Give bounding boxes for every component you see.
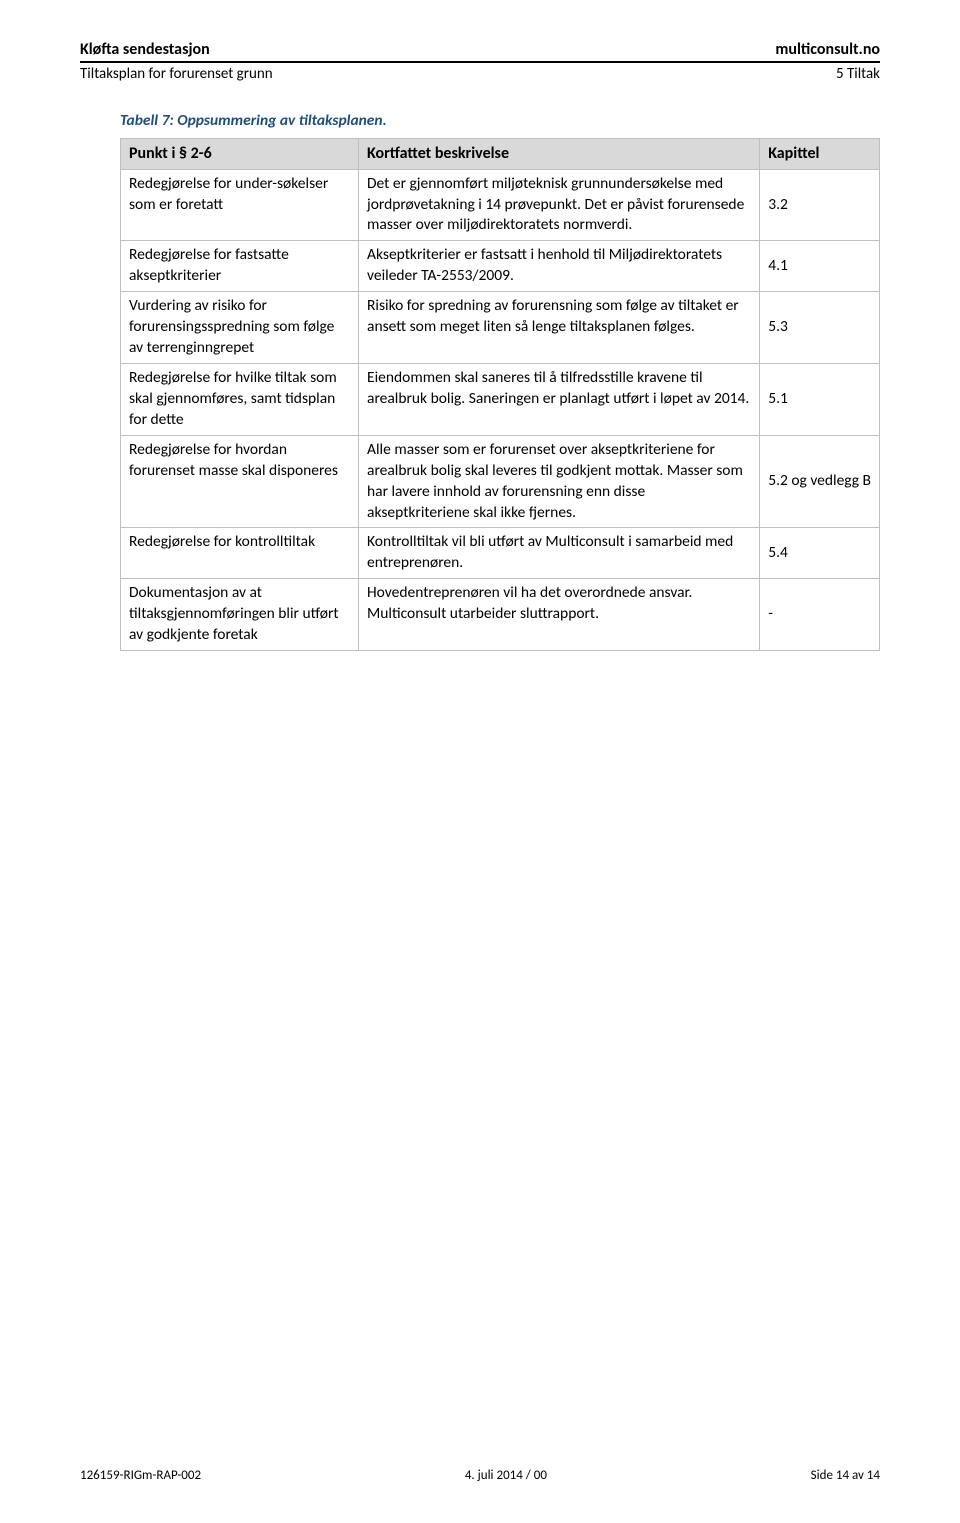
- cell-beskrivelse: Risiko for spredning av forurensning som…: [359, 292, 760, 364]
- table-row: Dokumentasjon av at tiltaksgjennomføring…: [121, 579, 880, 651]
- cell-beskrivelse: Kontrolltiltak vil bli utført av Multico…: [359, 528, 760, 579]
- footer-center: 4. juli 2014 / 00: [465, 1468, 547, 1483]
- summary-table: Punkt i § 2-6 Kortfattet beskrivelse Kap…: [120, 138, 880, 651]
- cell-beskrivelse: Akseptkriterier er fastsatt i henhold ti…: [359, 241, 760, 292]
- table-row: Vurdering av risiko for forurensingsspre…: [121, 292, 880, 364]
- table-row: Redegjørelse for kontrolltiltak Kontroll…: [121, 528, 880, 579]
- col-header-beskrivelse: Kortfattet beskrivelse: [359, 139, 760, 170]
- page: Kløfta sendestasjon multiconsult.no Tilt…: [0, 0, 960, 1523]
- cell-punkt: Redegjørelse for hvordan forurenset mass…: [121, 435, 359, 528]
- footer-left: 126159-RIGm-RAP-002: [80, 1468, 201, 1483]
- doc-title: Kløfta sendestasjon: [80, 40, 210, 59]
- table-body: Redegjørelse for under-søkelser som er f…: [121, 169, 880, 650]
- cell-beskrivelse: Det er gjennomført miljøteknisk grunnund…: [359, 169, 760, 241]
- subtitle-right: 5 Tiltak: [836, 65, 880, 83]
- cell-kapittel: 5.3: [760, 292, 880, 364]
- cell-kapittel: 3.2: [760, 169, 880, 241]
- page-subheader: Tiltaksplan for forurenset grunn 5 Tilta…: [80, 65, 880, 83]
- page-footer: 126159-RIGm-RAP-002 4. juli 2014 / 00 Si…: [80, 1468, 880, 1483]
- cell-punkt: Redegjørelse for under-søkelser som er f…: [121, 169, 359, 241]
- cell-kapittel: -: [760, 579, 880, 651]
- cell-kapittel: 4.1: [760, 241, 880, 292]
- cell-kapittel: 5.2 og vedlegg B: [760, 435, 880, 528]
- table-row: Redegjørelse for fastsatte akseptkriteri…: [121, 241, 880, 292]
- site-name: multiconsult.no: [775, 40, 880, 59]
- cell-kapittel: 5.1: [760, 363, 880, 435]
- cell-punkt: Redegjørelse for hvilke tiltak som skal …: [121, 363, 359, 435]
- cell-kapittel: 5.4: [760, 528, 880, 579]
- cell-punkt: Redegjørelse for kontrolltiltak: [121, 528, 359, 579]
- col-header-kapittel: Kapittel: [760, 139, 880, 170]
- page-header: Kløfta sendestasjon multiconsult.no: [80, 40, 880, 63]
- table-header-row: Punkt i § 2-6 Kortfattet beskrivelse Kap…: [121, 139, 880, 170]
- table-row: Redegjørelse for under-søkelser som er f…: [121, 169, 880, 241]
- table-row: Redegjørelse for hvordan forurenset mass…: [121, 435, 880, 528]
- footer-right: Side 14 av 14: [811, 1468, 880, 1483]
- col-header-punkt: Punkt i § 2-6: [121, 139, 359, 170]
- cell-beskrivelse: Alle masser som er forurenset over aksep…: [359, 435, 760, 528]
- table-caption: Tabell 7: Oppsummering av tiltaksplanen.: [120, 111, 880, 130]
- cell-punkt: Vurdering av risiko for forurensingsspre…: [121, 292, 359, 364]
- cell-beskrivelse: Hovedentreprenøren vil ha det overordned…: [359, 579, 760, 651]
- table-row: Redegjørelse for hvilke tiltak som skal …: [121, 363, 880, 435]
- cell-punkt: Dokumentasjon av at tiltaksgjennomføring…: [121, 579, 359, 651]
- cell-punkt: Redegjørelse for fastsatte akseptkriteri…: [121, 241, 359, 292]
- cell-beskrivelse: Eiendommen skal saneres til å tilfredsst…: [359, 363, 760, 435]
- subtitle-left: Tiltaksplan for forurenset grunn: [80, 65, 273, 83]
